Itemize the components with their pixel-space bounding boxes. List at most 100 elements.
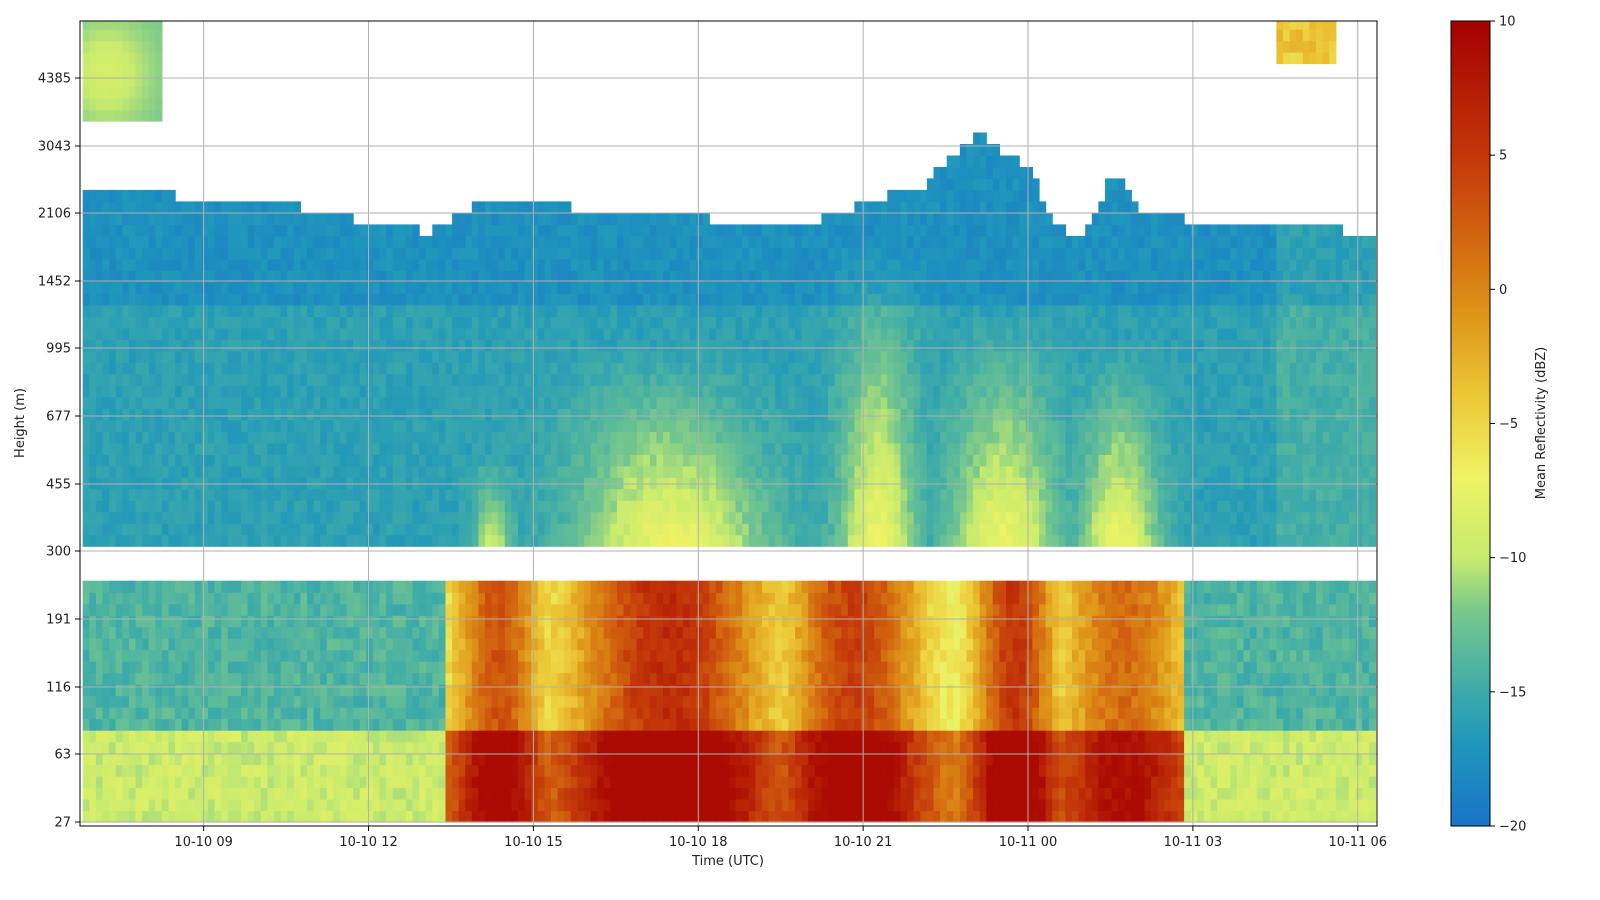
heatmap-cell	[715, 362, 724, 375]
heatmap-cell	[227, 626, 235, 639]
heatmap-cell	[432, 799, 440, 812]
heatmap-cell	[372, 385, 381, 398]
heatmap-cell	[221, 718, 229, 731]
heatmap-cell	[274, 523, 282, 536]
heatmap-cell	[161, 649, 170, 662]
heatmap-cell	[359, 270, 367, 283]
heatmap-cell	[95, 454, 104, 467]
heatmap-cell	[122, 672, 130, 685]
heatmap-cell	[267, 741, 275, 754]
heatmap-cell	[135, 327, 143, 340]
heatmap-cell	[274, 695, 282, 708]
heatmap-cell	[227, 787, 235, 800]
heatmap-cell	[122, 649, 130, 662]
heatmap-cell	[234, 350, 242, 363]
heatmap-cell	[346, 580, 354, 593]
heatmap-cell	[498, 270, 506, 283]
heatmap-cell	[142, 730, 150, 743]
heatmap-cell	[597, 684, 605, 697]
heatmap-cell	[142, 638, 150, 651]
heatmap-cell	[498, 465, 506, 478]
heatmap-cell	[465, 408, 473, 421]
heatmap-cell	[313, 362, 321, 375]
heatmap-cell	[412, 408, 420, 421]
heatmap-cell	[300, 523, 308, 536]
heatmap-cell	[458, 580, 466, 593]
heatmap-cell	[682, 718, 691, 731]
heatmap-cell	[511, 201, 519, 214]
heatmap-cell	[682, 603, 691, 616]
heatmap-cell	[194, 580, 203, 593]
heatmap-cell	[109, 649, 117, 662]
heatmap-cell	[557, 810, 565, 823]
heatmap-cell	[293, 580, 301, 593]
heatmap-cell	[142, 281, 150, 294]
heatmap-cell	[597, 281, 605, 294]
heatmap-cell	[524, 396, 532, 409]
heatmap-cell	[669, 212, 677, 225]
heatmap-cell	[537, 316, 545, 329]
heatmap-cell	[247, 764, 255, 777]
heatmap-cell	[570, 638, 578, 651]
heatmap-cell	[405, 327, 414, 340]
heatmap-cell	[247, 442, 255, 455]
heatmap-cell	[715, 270, 724, 283]
heatmap-cell	[313, 603, 321, 616]
heatmap-cell	[254, 626, 262, 639]
heatmap-cell	[465, 810, 473, 823]
heatmap-cell	[89, 442, 97, 455]
heatmap-cell	[610, 339, 618, 352]
heatmap-cell	[287, 672, 295, 685]
heatmap-cell	[656, 235, 664, 248]
heatmap-cell	[155, 626, 163, 639]
heatmap-cell	[623, 419, 631, 432]
heatmap-cell	[188, 419, 196, 432]
heatmap-cell	[95, 189, 104, 202]
heatmap-cell	[135, 615, 143, 628]
heatmap-cell	[95, 477, 104, 490]
heatmap-cell	[339, 362, 348, 375]
heatmap-cell	[623, 235, 631, 248]
heatmap-cell	[504, 373, 512, 386]
heatmap-cell	[663, 454, 671, 467]
heatmap-cell	[188, 477, 196, 490]
heatmap-cell	[649, 339, 658, 352]
heatmap-cell	[267, 281, 275, 294]
heatmap-cell	[241, 787, 249, 800]
heatmap-cell	[445, 661, 453, 674]
heatmap-cell	[485, 672, 493, 685]
heatmap-cell	[682, 500, 691, 513]
heatmap-cell	[452, 500, 460, 513]
heatmap-cell	[333, 224, 341, 237]
heatmap-cell	[518, 730, 526, 743]
heatmap-cell	[412, 523, 420, 536]
heatmap-cell	[524, 753, 532, 766]
heatmap-cell	[438, 603, 447, 616]
heatmap-cell	[194, 649, 203, 662]
heatmap-cell	[89, 741, 97, 754]
heatmap-cell	[603, 684, 611, 697]
heatmap-cell	[498, 580, 506, 593]
heatmap-cell	[518, 787, 526, 800]
heatmap-cell	[656, 431, 664, 444]
heatmap-cell	[405, 718, 414, 731]
heatmap-cell	[102, 29, 110, 42]
heatmap-cell	[682, 431, 691, 444]
heatmap-cell	[405, 741, 414, 754]
heatmap-cell	[537, 419, 545, 432]
heatmap-cell	[181, 270, 189, 283]
heatmap-cell	[307, 626, 315, 639]
heatmap-cell	[590, 362, 598, 375]
heatmap-cell	[109, 603, 117, 616]
heatmap-cell	[682, 235, 691, 248]
heatmap-cell	[89, 764, 97, 777]
heatmap-cell	[135, 764, 143, 777]
heatmap-cell	[491, 419, 499, 432]
heatmap-cell	[682, 638, 691, 651]
heatmap-cell	[339, 488, 348, 501]
heatmap-cell	[570, 649, 578, 662]
heatmap-cell	[636, 270, 644, 283]
heatmap-cell	[491, 270, 499, 283]
heatmap-cell	[445, 592, 453, 605]
heatmap-cell	[419, 592, 427, 605]
